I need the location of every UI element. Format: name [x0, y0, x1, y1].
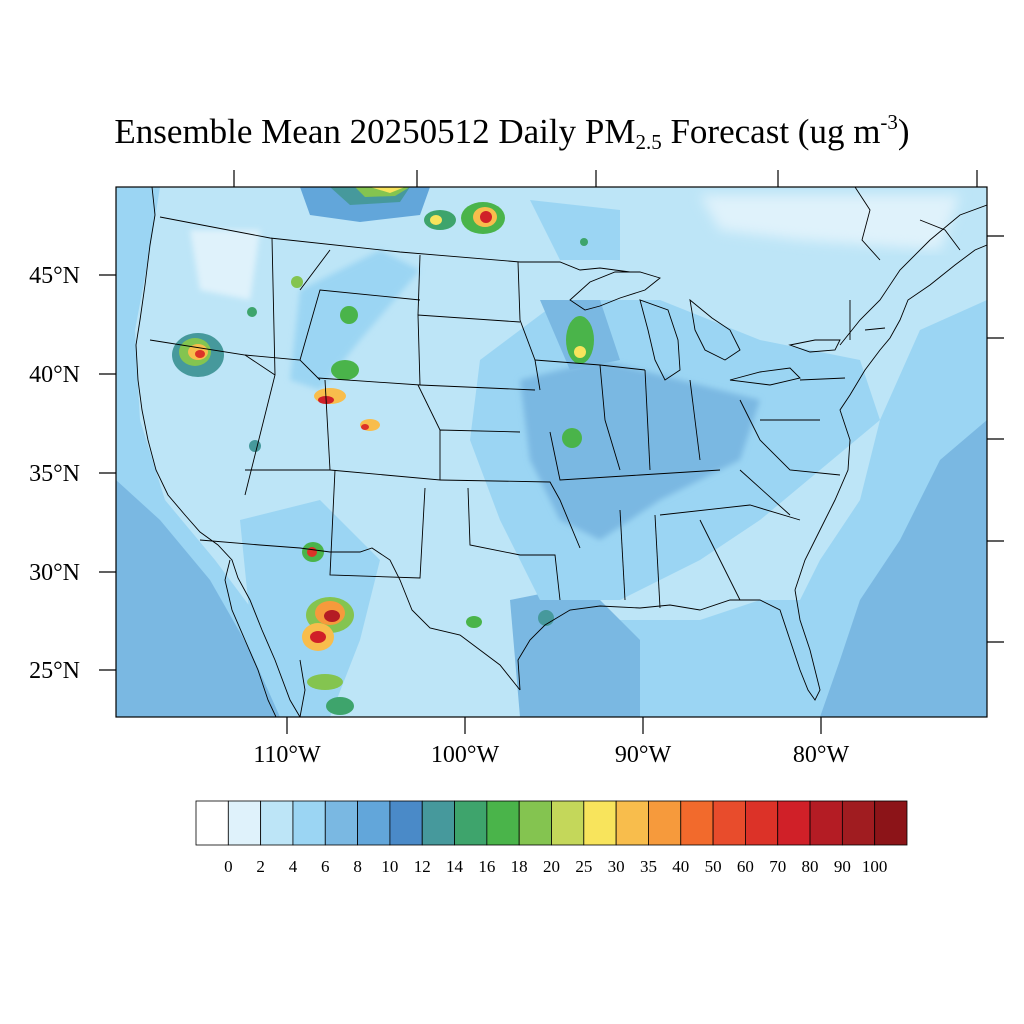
colorbar-swatch	[745, 800, 779, 846]
colorbar-swatch	[260, 800, 294, 846]
colorbar-label: 80	[802, 857, 819, 876]
fire-hotspots	[172, 202, 594, 715]
colorbar: 0 2 4 6 8 10 12 14 16 18 20 25 30 35 40 50 60 70 80 90 100	[195, 800, 908, 876]
lon-label-80: 80°W	[793, 742, 850, 768]
colorbar-label: 70	[769, 857, 786, 876]
colorbar-swatch	[421, 800, 455, 846]
colorbar-swatch	[518, 800, 552, 846]
colorbar-label: 14	[446, 857, 464, 876]
colorbar-swatch	[583, 800, 617, 846]
colorbar-swatch	[648, 800, 682, 846]
colorbar-label: 18	[511, 857, 528, 876]
colorbar-swatch	[389, 800, 423, 846]
lon-label-100: 100°W	[431, 742, 500, 768]
colorbar-label: 20	[543, 857, 560, 876]
map-frame	[115, 186, 988, 718]
colorbar-label: 12	[414, 857, 431, 876]
lat-label-35: 35°N	[29, 461, 80, 487]
colorbar-swatch	[615, 800, 649, 846]
colorbar-label: 8	[353, 857, 362, 876]
lat-label-45: 45°N	[29, 263, 80, 289]
lat-label-40: 40°N	[29, 362, 80, 388]
colorbar-swatch	[454, 800, 488, 846]
colorbar-label: 30	[608, 857, 625, 876]
colorbar-label: 4	[289, 857, 298, 876]
colorbar-label: 40	[672, 857, 689, 876]
colorbar-label: 2	[256, 857, 265, 876]
colorbar-swatch	[292, 800, 326, 846]
colorbar-label: 60	[737, 857, 754, 876]
colorbar-label: 90	[834, 857, 851, 876]
pm25-field	[116, 187, 987, 717]
map-boundaries	[135, 187, 987, 717]
colorbar-label: 100	[862, 857, 888, 876]
colorbar-swatch	[195, 800, 229, 846]
lon-label-90: 90°W	[615, 742, 672, 768]
lat-label-30: 30°N	[29, 560, 80, 586]
longitude-labels: 110°W 100°W 90°W 80°W	[253, 742, 849, 768]
colorbar-swatch	[680, 800, 714, 846]
colorbar-label: 16	[478, 857, 495, 876]
colorbar-label: 50	[705, 857, 722, 876]
lon-label-110: 110°W	[253, 742, 321, 768]
colorbar-label: 6	[321, 857, 330, 876]
axis-ticks	[99, 170, 1004, 734]
colorbar-swatch	[777, 800, 811, 846]
colorbar-swatch	[841, 800, 876, 846]
colorbar-swatch	[712, 800, 746, 846]
colorbar-swatch	[874, 800, 908, 846]
lat-label-25: 25°N	[29, 658, 80, 684]
map-title: Ensemble Mean 20250512 Daily PM2.5 Forec…	[114, 110, 910, 154]
latitude-labels: 45°N 40°N 35°N 30°N 25°N	[29, 263, 80, 684]
colorbar-swatch	[227, 800, 262, 846]
colorbar-swatch	[551, 800, 585, 846]
colorbar-label: 0	[224, 857, 233, 876]
colorbar-swatch	[809, 800, 843, 846]
colorbar-label: 25	[575, 857, 592, 876]
colorbar-label: 35	[640, 857, 657, 876]
colorbar-swatch	[486, 800, 520, 846]
colorbar-swatch	[357, 800, 391, 846]
colorbar-swatch	[324, 800, 358, 846]
colorbar-label: 10	[381, 857, 398, 876]
